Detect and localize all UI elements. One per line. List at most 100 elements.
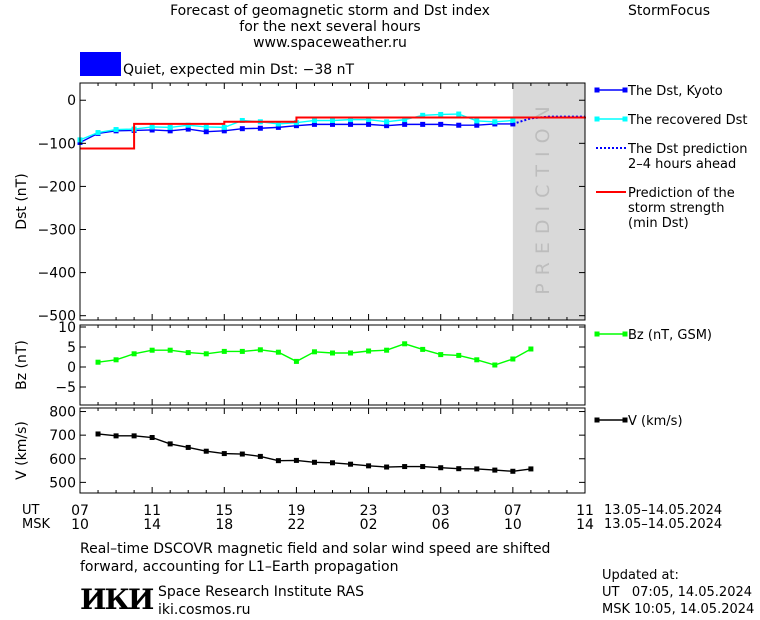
updated-msk: MSK 10:05, 14.05.2024 (602, 602, 755, 617)
data-point (293, 123, 299, 129)
data-point (167, 441, 173, 447)
legend-label: V (km/s) (628, 414, 683, 429)
legend-item: The recovered Dst (594, 113, 747, 128)
data-point (456, 122, 462, 128)
legend-label: Prediction of the storm strength (min Dst) (628, 186, 735, 231)
updated-label: Updated at: (602, 568, 679, 583)
iki-logo: ИКИ (80, 583, 154, 616)
ut-tick-label: 11 (143, 503, 161, 519)
data-point (311, 459, 317, 465)
ut-tick-label: 15 (215, 503, 233, 519)
legend-item: The Dst prediction 2–4 hours ahead (596, 142, 748, 172)
footer-note-line-1: Real–time DSCOVR magnetic field and sola… (80, 541, 551, 557)
data-point (474, 466, 480, 472)
legend-item: V (km/s) (594, 414, 683, 429)
y-tick-label: 600 (49, 452, 76, 468)
msk-tick-label: 10 (71, 517, 89, 533)
y-tick-label: 10 (58, 320, 76, 336)
data-point (420, 346, 426, 352)
y-tick-label: −5 (55, 380, 76, 396)
data-point (528, 346, 534, 352)
data-point (402, 341, 408, 347)
data-point (492, 467, 498, 473)
data-point (311, 121, 317, 127)
data-point (330, 350, 335, 356)
data-point (456, 466, 462, 472)
title-url[interactable]: www.spaceweather.ru (253, 35, 407, 51)
status-color-swatch (80, 52, 121, 76)
data-point (348, 117, 354, 123)
msk-tick-label: 06 (432, 517, 450, 533)
data-point (348, 350, 354, 356)
y-axis-label: Bz (nT) (14, 340, 30, 390)
data-point (131, 351, 137, 357)
data-point (95, 359, 101, 365)
prediction-zone (512, 83, 585, 320)
data-point (149, 127, 155, 133)
institute-name: Space Research Institute RAS (158, 584, 364, 600)
data-point (275, 121, 281, 127)
footer-note-line-2: forward, accounting for L1–Earth propaga… (80, 559, 399, 575)
data-point (185, 122, 191, 128)
ut-tick-label: 07 (71, 503, 89, 519)
legend-marker (594, 116, 600, 122)
data-point (528, 466, 534, 472)
data-point (149, 124, 155, 130)
data-point (366, 463, 372, 469)
data-point (456, 111, 462, 117)
y-tick-label: −200 (38, 179, 76, 195)
data-point (113, 357, 119, 363)
msk-tick-label: 10 (504, 517, 522, 533)
data-point (510, 117, 516, 123)
data-point (348, 461, 354, 467)
msk-tick-label: 22 (288, 517, 306, 533)
y-tick-label: 0 (67, 93, 76, 109)
data-point (221, 124, 227, 130)
legend-label: The recovered Dst (627, 113, 747, 128)
data-point (330, 460, 335, 466)
data-point (293, 358, 299, 364)
data-point (366, 348, 372, 354)
data-point (275, 124, 281, 130)
data-point (113, 433, 119, 439)
series-line-1-0 (97, 343, 532, 366)
y-axis-label: V (km/s) (14, 421, 30, 480)
data-point (438, 121, 444, 127)
msk-axis-label: MSK (22, 517, 50, 532)
data-point (366, 121, 372, 127)
panel-frame (79, 324, 586, 406)
data-point (95, 130, 101, 136)
y-tick-label: 0 (67, 360, 76, 376)
y-tick-label: 5 (67, 340, 76, 356)
data-point (384, 347, 390, 353)
legend-marker (594, 331, 600, 337)
legend-marker (622, 331, 628, 337)
data-point (311, 349, 317, 355)
institute-block: Space Research Institute RAS iki.cosmos.… (158, 583, 364, 619)
data-point (203, 124, 209, 130)
data-point (420, 112, 426, 118)
update-info: Updated at: UT 07:05, 14.05.2024 MSK 10:… (602, 567, 754, 618)
title-line-2: for the next several hours (239, 19, 421, 35)
legend-marker (622, 417, 628, 423)
legend-marker (594, 87, 600, 93)
data-point (474, 357, 480, 363)
data-point (492, 119, 498, 125)
data-point (420, 464, 426, 470)
data-point (257, 347, 263, 353)
data-point (221, 128, 227, 134)
legend-label: Bz (nT, GSM) (628, 328, 712, 343)
data-point (366, 117, 372, 123)
institute-website[interactable]: iki.cosmos.ru (158, 602, 251, 618)
data-point (257, 453, 263, 459)
ut-tick-label: 07 (504, 503, 522, 519)
data-point (203, 129, 209, 135)
chart-panel-1: Bz (nT, GSM) (79, 324, 712, 406)
legend-item: Prediction of the storm strength (min Dst) (596, 186, 735, 231)
data-point (330, 121, 335, 127)
brand-name: StormFocus (628, 3, 711, 19)
data-point (311, 117, 317, 123)
prediction-label: PREDICTION (532, 98, 554, 295)
data-point (420, 121, 426, 127)
